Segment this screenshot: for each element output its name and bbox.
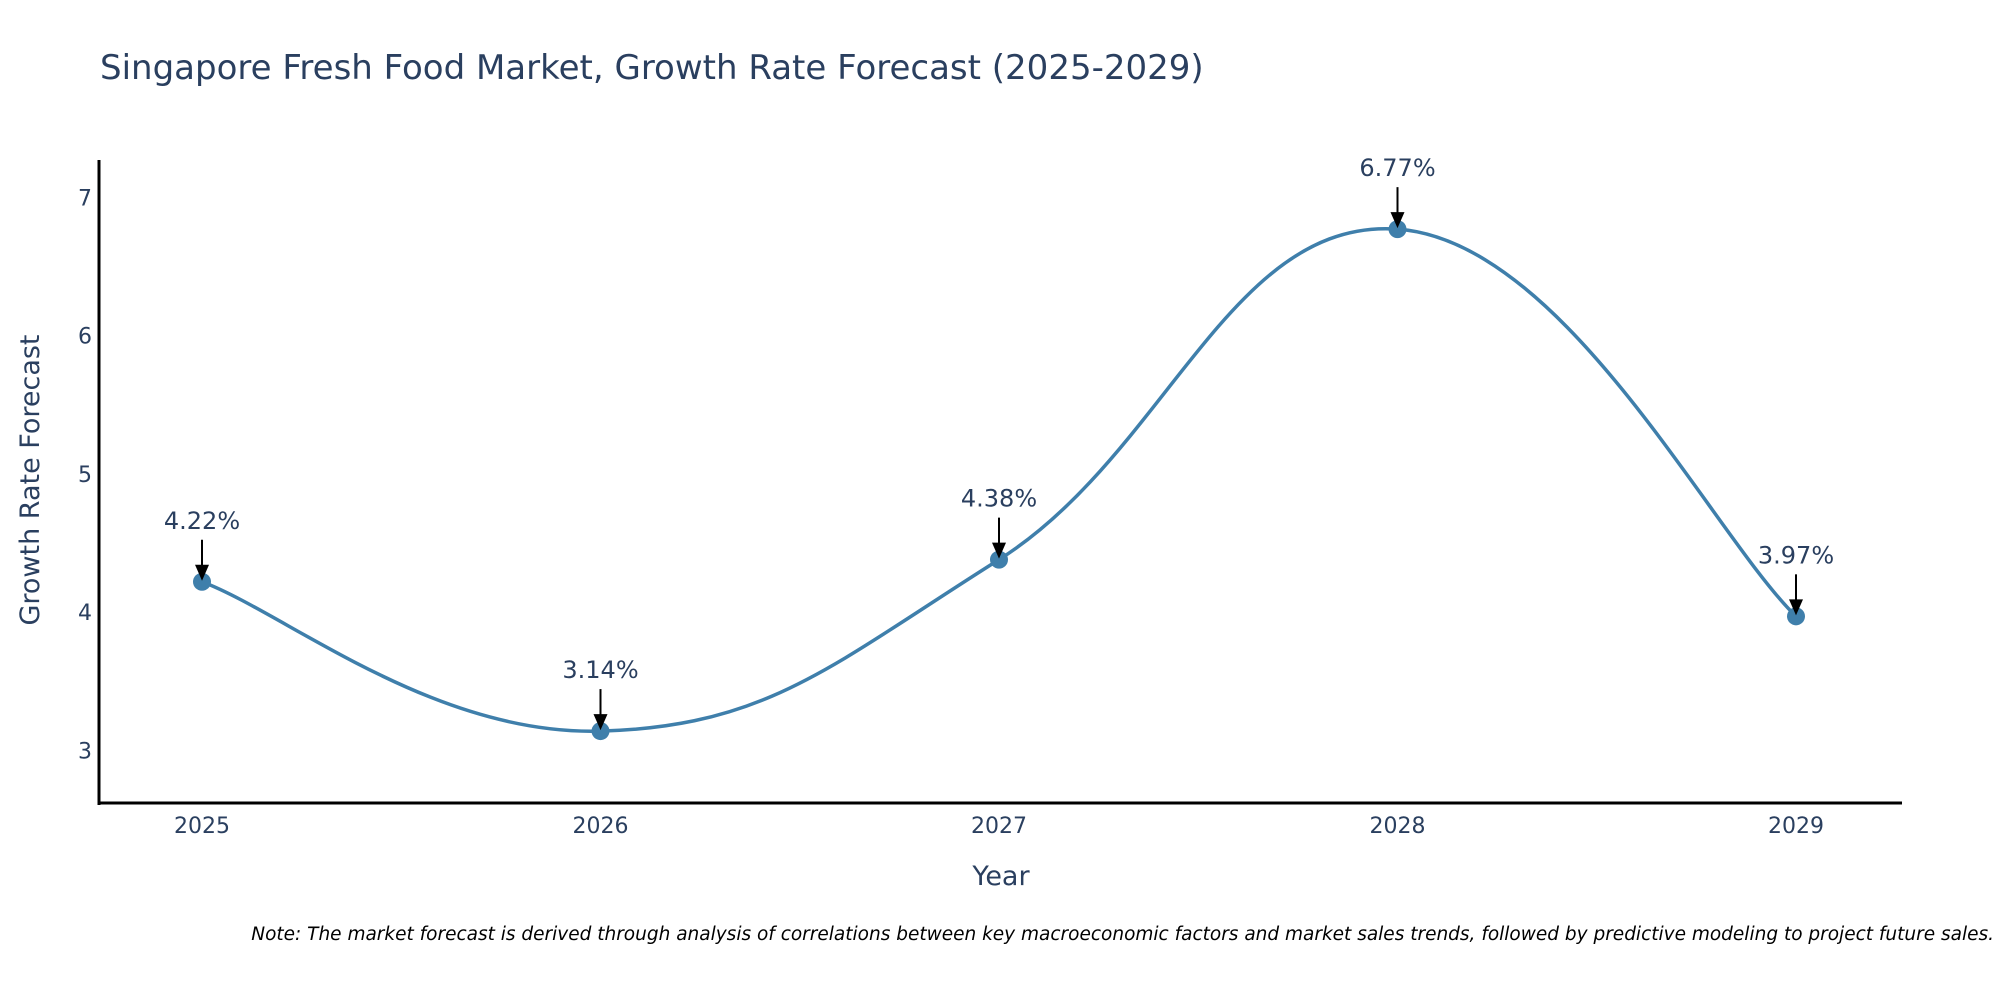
x-tick-label: 2028 (1370, 814, 1426, 839)
data-label: 3.14% (562, 656, 638, 684)
annotation-arrowhead (593, 714, 608, 731)
data-label: 4.38% (961, 485, 1037, 513)
x-axis-title: Year (971, 861, 1030, 892)
y-tick-label: 5 (78, 463, 92, 488)
y-tick-label: 7 (78, 186, 92, 211)
data-markers (193, 220, 1805, 741)
x-tick-labels: 2025 2026 2027 2028 2029 (174, 814, 1824, 839)
data-point (193, 572, 211, 591)
y-axis-title: Growth Rate Forecast (15, 334, 46, 625)
data-point (1388, 220, 1407, 239)
plot-area: 3 4 5 6 7 2025 2026 2027 2028 2029 4.22% 3.14% 4.3… (78, 154, 1902, 839)
y-tick-label: 6 (78, 325, 92, 350)
data-label: 6.77% (1359, 154, 1435, 182)
y-tick-labels: 3 4 5 6 7 (78, 186, 92, 764)
footnote: Note: The market forecast is derived thr… (251, 924, 1994, 945)
annotation-arrowhead (195, 564, 209, 581)
x-tick-label: 2029 (1768, 814, 1824, 839)
annotation-arrowhead (1789, 599, 1803, 616)
annotation-arrowhead (992, 542, 1006, 559)
y-tick-label: 3 (78, 739, 92, 764)
y-tick-label: 4 (78, 601, 92, 626)
data-label: 4.22% (164, 507, 240, 535)
annotation-arrowhead (1390, 212, 1405, 229)
data-point (1787, 607, 1805, 626)
x-tick-label: 2025 (174, 814, 230, 839)
data-annotations: 4.22% 3.14% 4.38% 6.77% 3.97% (164, 154, 1834, 731)
data-label: 3.97% (1758, 541, 1834, 569)
series-line (201, 227, 1798, 733)
chart-title: Singapore Fresh Food Market, Growth Rate… (100, 48, 1204, 88)
data-point (990, 550, 1008, 569)
x-tick-label: 2026 (573, 814, 629, 839)
x-tick-label: 2027 (971, 814, 1027, 839)
data-point (591, 722, 610, 741)
